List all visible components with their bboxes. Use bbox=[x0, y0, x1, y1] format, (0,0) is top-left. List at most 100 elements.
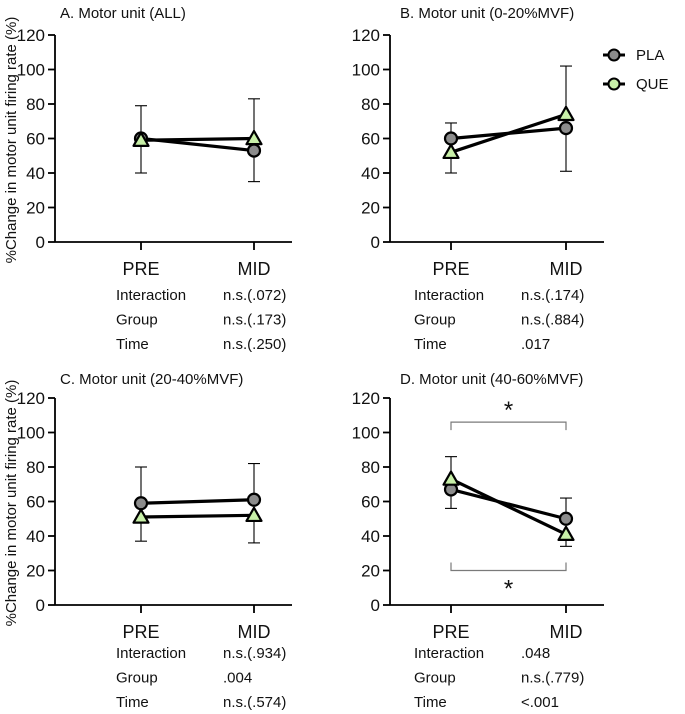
stat-label: Group bbox=[116, 312, 158, 329]
y-tick-label: 120 bbox=[352, 26, 380, 45]
stat-value: n.s.(.173) bbox=[223, 312, 286, 329]
y-tick-label: 120 bbox=[352, 389, 380, 408]
stat-label: Time bbox=[116, 336, 149, 353]
significance-bracket bbox=[450, 562, 567, 572]
stat-value: n.s.(.250) bbox=[223, 336, 286, 353]
y-tick-label: 60 bbox=[26, 493, 45, 512]
y-tick-label: 20 bbox=[26, 199, 45, 218]
legend-label: QUE bbox=[636, 76, 669, 93]
stat-label: Time bbox=[414, 336, 447, 353]
y-axis-label: %Change in motor unit firing rate (%) bbox=[3, 380, 20, 627]
y-axis-label: %Change in motor unit firing rate (%) bbox=[3, 17, 20, 264]
y-tick-label: 20 bbox=[26, 562, 45, 581]
panel-2: B. Motor unit (0-20%MVF) 0 20 40 60 80 100 120 P… bbox=[352, 5, 604, 353]
y-tick-label: 0 bbox=[36, 233, 45, 252]
legend-item-que: QUE bbox=[603, 76, 669, 93]
point-pla-mid bbox=[246, 143, 262, 158]
stat-label: Interaction bbox=[414, 645, 484, 662]
point-que-pre bbox=[132, 131, 150, 147]
x-tick-label: MID bbox=[238, 622, 271, 642]
panel-4: D. Motor unit (40-60%MVF) 0 20 40 60 80 100 120… bbox=[352, 371, 604, 711]
y-tick-label: 40 bbox=[26, 164, 45, 183]
y-tick-label: 20 bbox=[361, 562, 380, 581]
stat-value: n.s.(.779) bbox=[521, 670, 584, 687]
y-tick-label: 20 bbox=[361, 199, 380, 218]
stat-value: <.001 bbox=[521, 694, 559, 711]
y-tick-label: 80 bbox=[26, 458, 45, 477]
stat-label: Group bbox=[414, 670, 456, 687]
y-tick-label: 80 bbox=[26, 95, 45, 114]
stat-value: n.s.(.174) bbox=[521, 287, 584, 304]
series-line-que bbox=[450, 112, 567, 154]
y-tick-label: 60 bbox=[361, 130, 380, 149]
stat-value: n.s.(.884) bbox=[521, 312, 584, 329]
stat-value: .004 bbox=[223, 670, 252, 687]
panels: A. Motor unit (ALL) 0 20 40 60 80 100 120 PRE MID… bbox=[3, 5, 604, 711]
x-tick-label: MID bbox=[550, 259, 583, 279]
series-line-pla bbox=[450, 487, 567, 521]
x-tick-label: PRE bbox=[432, 622, 469, 642]
y-tick-label: 0 bbox=[371, 233, 380, 252]
stat-label: Group bbox=[116, 670, 158, 687]
point-pla-mid bbox=[558, 121, 574, 136]
series-line-pla bbox=[140, 498, 255, 505]
stat-value: .048 bbox=[521, 645, 550, 662]
significance-bracket bbox=[450, 421, 567, 431]
stat-label: Interaction bbox=[116, 287, 186, 304]
significance-marker: * bbox=[504, 576, 513, 603]
stat-label: Time bbox=[116, 694, 149, 711]
legend-marker-icon bbox=[607, 77, 621, 91]
x-tick-label: MID bbox=[550, 622, 583, 642]
point-pla-mid bbox=[558, 511, 574, 526]
y-tick-label: 80 bbox=[361, 95, 380, 114]
x-tick-label: PRE bbox=[122, 259, 159, 279]
stat-label: Time bbox=[414, 694, 447, 711]
y-tick-label: 60 bbox=[26, 130, 45, 149]
point-que-mid bbox=[245, 129, 263, 146]
series-line-que bbox=[140, 513, 255, 519]
chart-title: A. Motor unit (ALL) bbox=[60, 5, 186, 22]
y-tick-label: 100 bbox=[17, 424, 45, 443]
y-tick-label: 80 bbox=[361, 458, 380, 477]
point-pla-pre bbox=[443, 131, 459, 146]
panel-1: A. Motor unit (ALL) 0 20 40 60 80 100 120 PRE MID… bbox=[17, 5, 292, 353]
legend-item-pla: PLA bbox=[603, 47, 664, 64]
significance-marker: * bbox=[504, 397, 513, 424]
y-tick-label: 40 bbox=[361, 164, 380, 183]
point-que-mid bbox=[557, 525, 575, 542]
stat-value: n.s.(.072) bbox=[223, 287, 286, 304]
point-que-mid bbox=[245, 506, 263, 523]
y-tick-label: 40 bbox=[26, 527, 45, 546]
point-que-pre bbox=[132, 508, 150, 524]
y-tick-label: 0 bbox=[36, 596, 45, 615]
y-tick-label: 120 bbox=[17, 389, 45, 408]
chart-title: D. Motor unit (40-60%MVF) bbox=[400, 371, 583, 388]
legend-marker-icon bbox=[607, 48, 621, 62]
y-tick-label: 100 bbox=[352, 61, 380, 80]
stat-label: Group bbox=[414, 312, 456, 329]
x-tick-label: PRE bbox=[122, 622, 159, 642]
chart-title: B. Motor unit (0-20%MVF) bbox=[400, 5, 574, 22]
y-tick-label: 40 bbox=[361, 527, 380, 546]
stat-label: Interaction bbox=[116, 645, 186, 662]
point-pla-pre bbox=[133, 496, 149, 511]
x-tick-label: PRE bbox=[432, 259, 469, 279]
stat-value: .017 bbox=[521, 336, 550, 353]
stat-value: n.s.(.934) bbox=[223, 645, 286, 662]
panel-3: C. Motor unit (20-40%MVF) 0 20 40 60 80 100 120… bbox=[17, 371, 292, 711]
stat-value: n.s.(.574) bbox=[223, 694, 286, 711]
y-tick-label: 0 bbox=[371, 596, 380, 615]
point-pla-mid bbox=[246, 492, 262, 507]
y-tick-label: 100 bbox=[352, 424, 380, 443]
y-tick-label: 100 bbox=[17, 61, 45, 80]
x-tick-label: MID bbox=[238, 259, 271, 279]
point-que-mid bbox=[557, 105, 575, 122]
y-tick-label: 120 bbox=[17, 26, 45, 45]
point-que-pre bbox=[442, 143, 460, 160]
y-tick-label: 60 bbox=[361, 493, 380, 512]
series-line-que bbox=[140, 136, 255, 142]
legend: PLA QUE bbox=[603, 47, 669, 93]
point-que-pre bbox=[442, 470, 460, 486]
chart-title: C. Motor unit (20-40%MVF) bbox=[60, 371, 243, 388]
